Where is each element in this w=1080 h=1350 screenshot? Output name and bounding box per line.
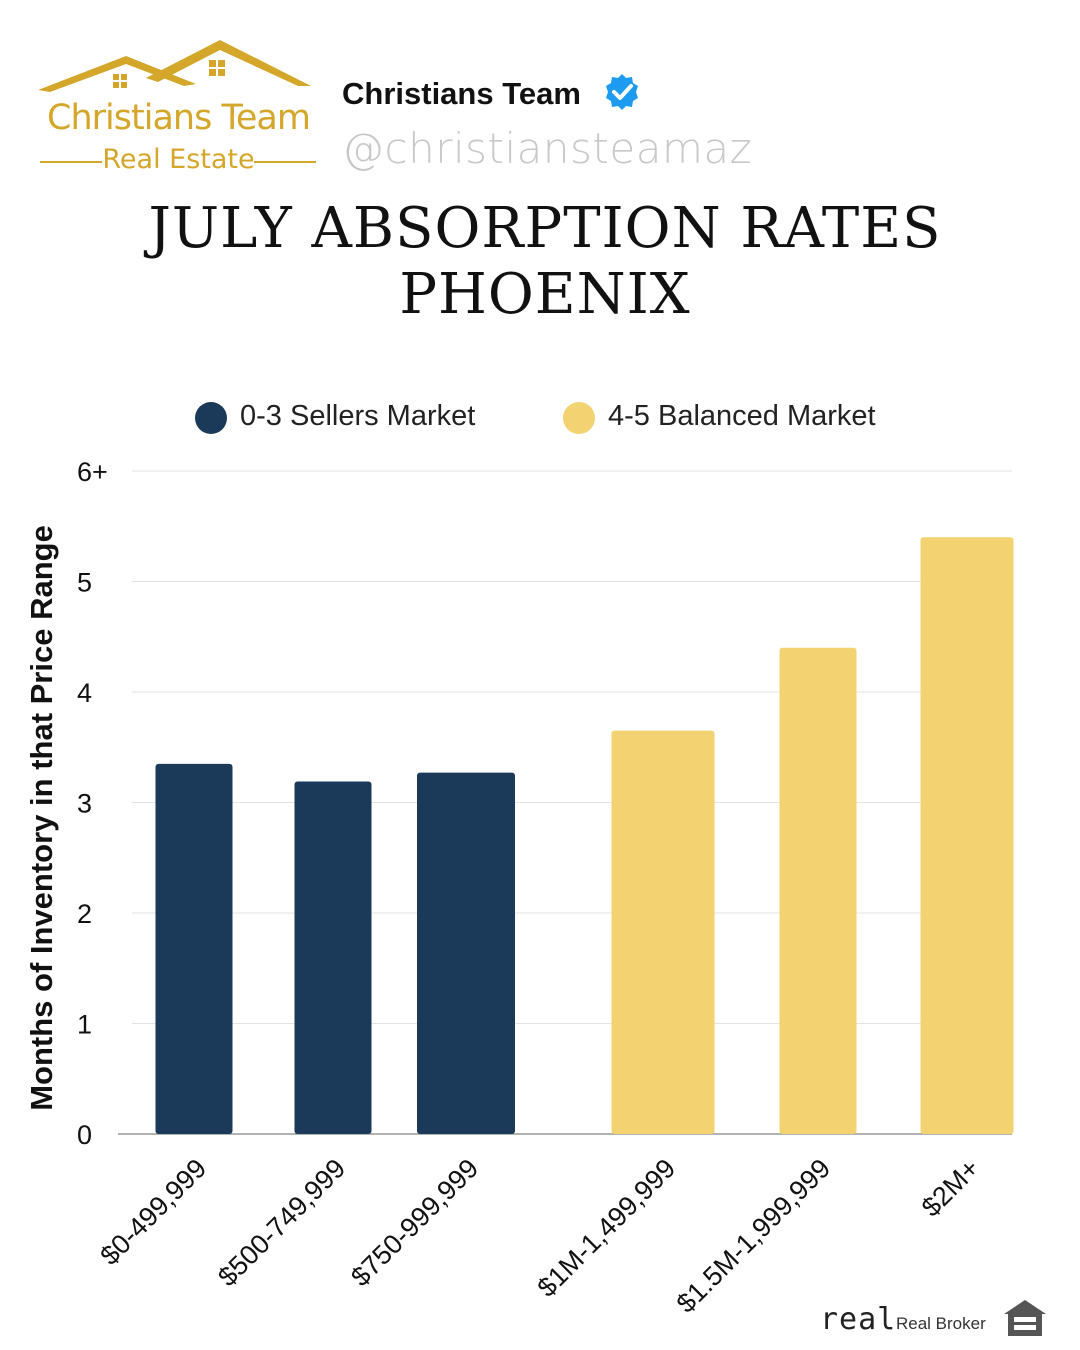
legend-label-sellers: 0-3 Sellers Market bbox=[240, 400, 476, 432]
house-roof-icon bbox=[38, 40, 311, 92]
bar-2 bbox=[417, 772, 515, 1134]
logo-divider-left bbox=[40, 161, 102, 163]
bar-4 bbox=[779, 647, 857, 1134]
grid-layer bbox=[118, 470, 1012, 1135]
chart-title: JULY ABSORPTION RATES PHOENIX bbox=[0, 196, 1080, 328]
logo-divider-right bbox=[254, 161, 316, 163]
bar-0 bbox=[155, 763, 233, 1134]
legend-swatch-balanced bbox=[563, 402, 595, 434]
y-tick-label: 4 bbox=[77, 678, 92, 708]
y-tick-label: 2 bbox=[77, 899, 92, 929]
chart-svg: 0 1 2 3 4 5 6+ $0-499,999 $500-749,999$750-999,… bbox=[24, 457, 1014, 1319]
x-category-label: $0-499,999 bbox=[94, 1153, 212, 1271]
x-category-label: $1.5M-1,999,999 bbox=[671, 1153, 837, 1319]
account-name: Christians Team bbox=[342, 76, 581, 111]
x-category-label: $750-999,999 bbox=[345, 1153, 484, 1292]
x-category-label: $1M-1,499,999 bbox=[532, 1153, 682, 1303]
verified-badge-icon bbox=[606, 74, 638, 110]
y-tick-label: 6+ bbox=[77, 457, 108, 487]
y-tick-label: 0 bbox=[77, 1120, 92, 1150]
company-logo: Christians Team Real Estate bbox=[36, 36, 321, 186]
x-category-label: $2M+ bbox=[916, 1153, 986, 1223]
legend-swatch-sellers bbox=[195, 402, 227, 434]
logo-text-real-estate: Real Estate bbox=[102, 144, 255, 175]
x-category-layer: $0-499,999 $500-749,999$750-999,999 $1M-1,… bbox=[94, 1153, 985, 1319]
bar-1 bbox=[294, 781, 372, 1134]
y-tick-label: 5 bbox=[77, 568, 92, 598]
bar-chart: 0 1 2 3 4 5 6+ $0-499,999 $500-749,999 $750-999,… bbox=[0, 440, 1080, 1350]
bar-3 bbox=[611, 730, 715, 1134]
real-broker-logo: real bbox=[820, 1302, 897, 1337]
title-line-1: JULY ABSORPTION RATES bbox=[148, 196, 942, 261]
y-tick-label: 3 bbox=[77, 789, 92, 819]
bar-layer bbox=[155, 537, 1014, 1134]
y-tick-label: 1 bbox=[77, 1010, 92, 1040]
real-broker-name: Real Broker bbox=[896, 1314, 986, 1333]
y-axis-label: Months of Inventory in that Price Range bbox=[24, 525, 59, 1111]
chart-legend: 0-3 Sellers Market 4-5 Balanced Market bbox=[0, 396, 1080, 440]
title-line-2: PHOENIX bbox=[399, 262, 691, 327]
account-handle: @christiansteamaz bbox=[342, 124, 753, 173]
bar-5 bbox=[920, 537, 1014, 1134]
legend-label-balanced: 4-5 Balanced Market bbox=[608, 400, 876, 432]
footer: real Real Broker bbox=[820, 1298, 1060, 1342]
y-tick-layer: 0 1 2 3 4 5 6+ bbox=[77, 457, 108, 1150]
x-category-label: $500-749,999 bbox=[212, 1153, 351, 1292]
equal-housing-icon bbox=[1004, 1300, 1046, 1336]
logo-text-christians-team: Christians Team bbox=[47, 98, 311, 138]
